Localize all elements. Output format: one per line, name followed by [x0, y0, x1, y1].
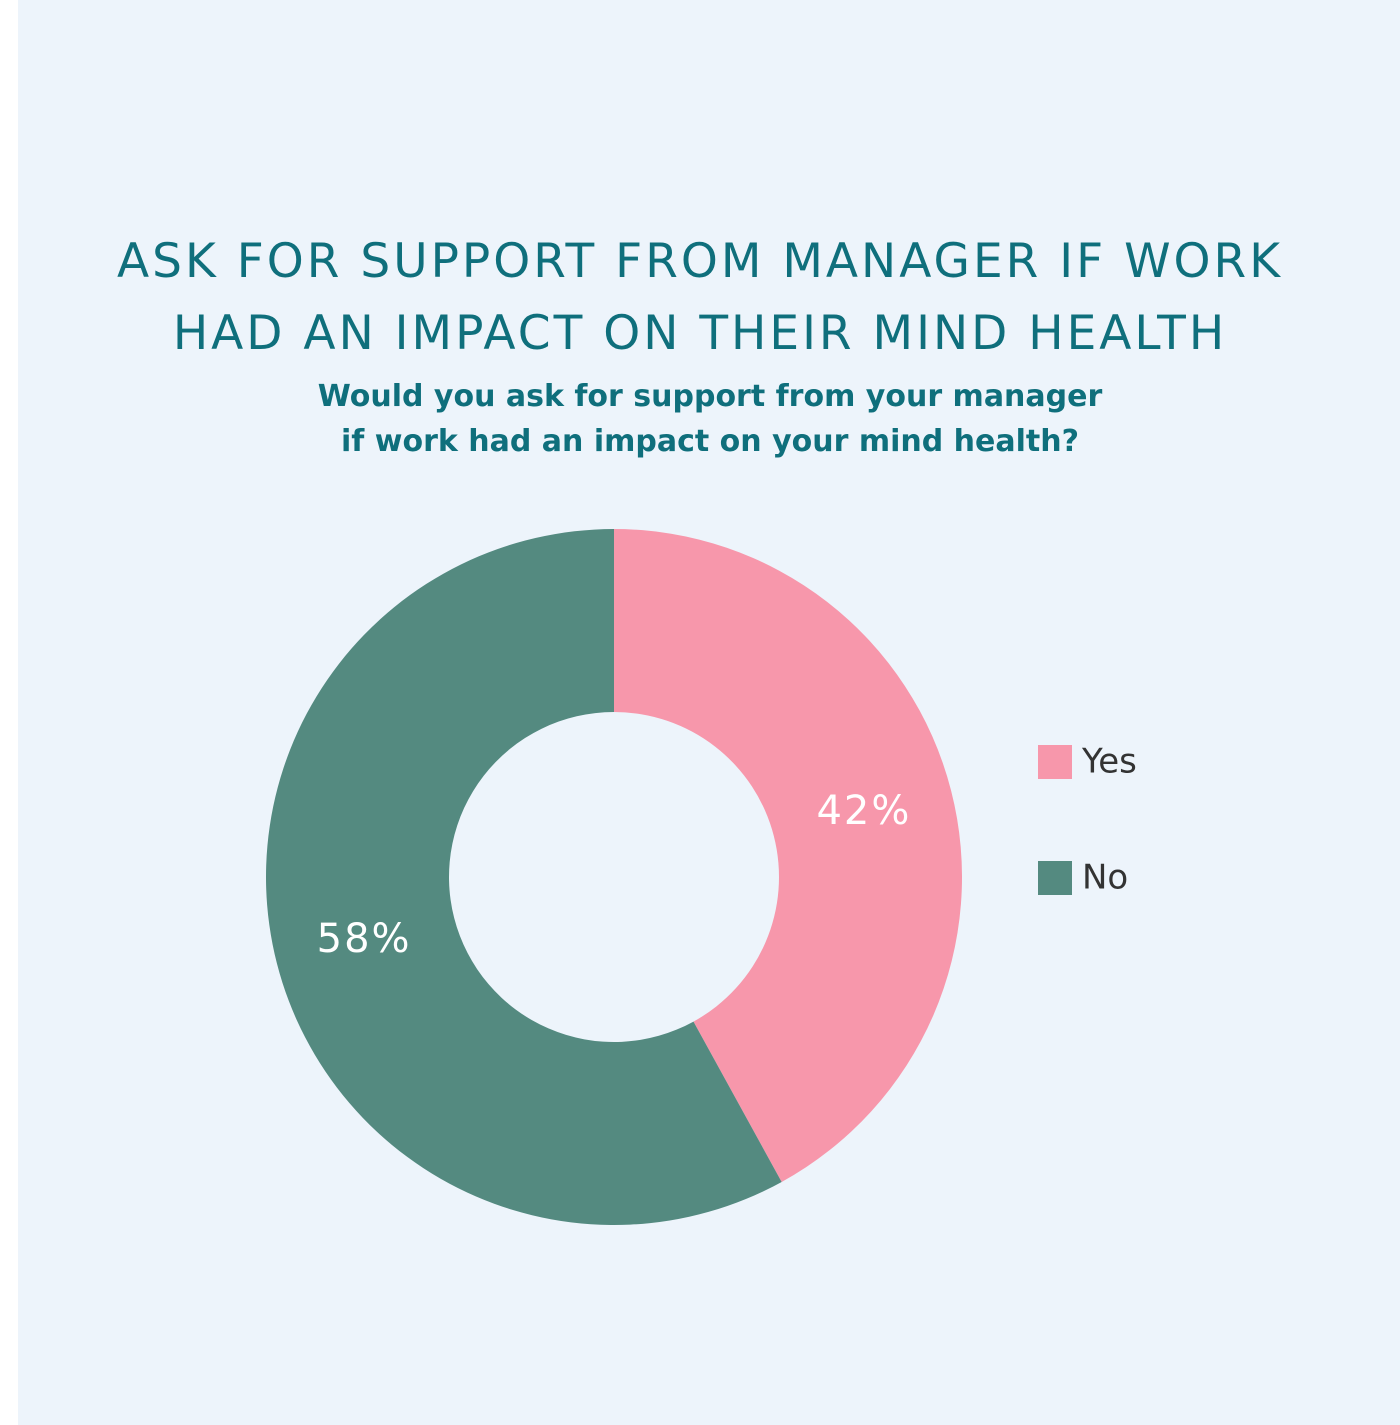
- legend-swatch-no: [1038, 861, 1072, 895]
- legend-label-no: No: [1082, 858, 1128, 898]
- chart-subtitle-line-2: if work had an impact on your mind healt…: [340, 424, 1080, 459]
- chart-title: ASK FOR SUPPORT FROM MANAGER IF WORK HAD…: [0, 226, 1400, 370]
- slice-label-no: 58%: [317, 916, 412, 962]
- chart-legend: Yes No: [1038, 742, 1137, 898]
- donut-slice-labels: 42% 58%: [317, 788, 911, 962]
- chart-title-line-2: HAD AN IMPACT ON THEIR MIND HEALTH: [172, 306, 1228, 361]
- legend-label-yes: Yes: [1081, 742, 1137, 782]
- donut-slice-no: [266, 529, 782, 1225]
- chart-title-line-1: ASK FOR SUPPORT FROM MANAGER IF WORK: [116, 234, 1284, 289]
- chart-subtitle: Would you ask for support from your mana…: [0, 374, 1400, 464]
- donut-slices: [266, 529, 963, 1225]
- legend-swatch-yes: [1038, 745, 1072, 779]
- chart-subtitle-line-1: Would you ask for support from your mana…: [317, 379, 1103, 414]
- slice-label-yes: 42%: [816, 788, 911, 834]
- donut-slice-yes: [614, 529, 963, 1182]
